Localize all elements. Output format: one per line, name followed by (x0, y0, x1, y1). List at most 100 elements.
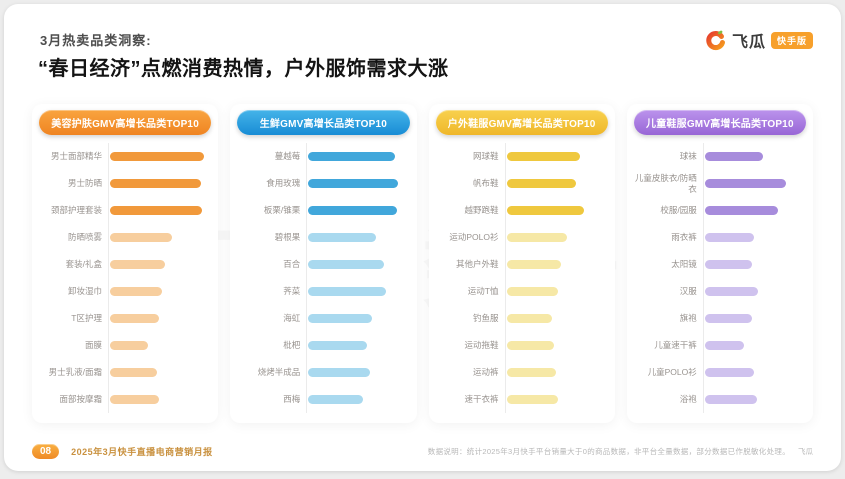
bar (308, 395, 363, 404)
bar-area (108, 197, 208, 224)
bar-label: 运动拖鞋 (464, 340, 499, 351)
bar-label: 儿童皮肤衣/防晒衣 (634, 173, 697, 194)
bar-label: 钓鱼服 (472, 313, 499, 324)
bar-area (702, 332, 803, 359)
bar-area (702, 224, 803, 251)
bar-row: 男士防晒 (36, 170, 208, 197)
bar-area (306, 278, 406, 305)
bar-row: 百合 (234, 251, 406, 278)
bar-label: 其他户外鞋 (455, 259, 499, 270)
bar-row: 钓鱼服 (433, 305, 605, 332)
bar-label: 校服/园服 (660, 205, 697, 216)
bar-label: 枇杷 (283, 340, 301, 351)
bar-row: 运动裤 (433, 359, 605, 386)
bar-area (108, 143, 208, 170)
bar-area (108, 251, 208, 278)
bar-row: 碧根果 (234, 224, 406, 251)
category-panel-3: 户外鞋服GMV高增长品类TOP10 网球鞋 帆布鞋 越野跑鞋 运动POLO衫 其他户外鞋运… (428, 104, 615, 423)
bar-area (504, 251, 605, 278)
bar-label: 速干衣裤 (464, 394, 499, 405)
bar (704, 368, 754, 377)
bar-row: 浴袍 (631, 386, 803, 413)
bar-row: 枇杷 (234, 332, 406, 359)
bar-area (504, 305, 605, 332)
bar-label: 蔓越莓 (274, 151, 301, 162)
bar-label: 儿童POLO衫 (647, 367, 697, 378)
panel-body: 球袜 儿童皮肤衣/防晒衣 校服/园服 雨衣裤 太阳镜 汉服 旗袍 儿童速干裤 儿童POLO衫 浴袍 (631, 135, 809, 415)
bar-area (306, 143, 406, 170)
bar-label: 男士防晒 (67, 178, 102, 189)
bar-row: 烧烤半成品 (234, 359, 406, 386)
bar-row: 汉服 (631, 278, 803, 305)
bar-row: 蔓越莓 (234, 143, 406, 170)
bar-label: 旗袍 (679, 313, 697, 324)
panel-body: 男士面部精华 男士防晒 颈部护理套装 防晒喷雾 套装/礼盒 卸妆湿巾 T区护理 面膜 男士乳液/… (36, 135, 214, 415)
bar-label: 男士面部精华 (50, 151, 102, 162)
bar (704, 179, 786, 188)
bar-row: 颈部护理套装 (36, 197, 208, 224)
panel-body: 蔓越莓食用玫瑰板栗/锥栗碧根果 百合荠菜海虹枇杷烧烤半成品西梅 (234, 135, 412, 415)
category-panel-4: 儿童鞋服GMV高增长品类TOP10 球袜 儿童皮肤衣/防晒衣 校服/园服 雨衣裤 太阳镜汉… (626, 104, 813, 423)
bar-area (306, 305, 406, 332)
bar-label: 儿童速干裤 (654, 340, 697, 351)
panel-title: 生鲜GMV高增长品类TOP10 (237, 110, 410, 135)
bar (110, 287, 162, 296)
panels-grid: 美容护肤GMV高增长品类TOP10 男士面部精华 男士防晒 颈部护理套装 防晒喷雾 套装/… (32, 104, 813, 423)
bar-row: 防晒喷雾 (36, 224, 208, 251)
bar-row: 西梅 (234, 386, 406, 413)
bar-area (702, 143, 803, 170)
panel-title: 美容护肤GMV高增长品类TOP10 (39, 110, 212, 135)
bar-label: 板栗/锥栗 (263, 205, 301, 216)
bar-area (108, 386, 208, 413)
bar (704, 233, 754, 242)
bar (506, 287, 559, 296)
bar-row: 旗袍 (631, 305, 803, 332)
bar (506, 152, 580, 161)
bar-area (702, 197, 803, 224)
bar-label: 运动T恤 (467, 286, 499, 297)
bar-label: 运动裤 (472, 367, 499, 378)
bar (308, 287, 386, 296)
bar (704, 206, 779, 215)
bar-area (108, 332, 208, 359)
bar-area (702, 305, 803, 332)
bar (308, 233, 377, 242)
bar-label: 汉服 (679, 286, 697, 297)
footer: 08 2025年3月快手直播电商营销月报 数据说明：统计2025年3月快手平台销… (32, 444, 813, 459)
brand-name: 飞瓜 (731, 34, 766, 51)
bar-area (306, 170, 406, 197)
bar-row: 板栗/锥栗 (234, 197, 406, 224)
bar-area (504, 386, 605, 413)
bar (308, 368, 370, 377)
bar-label: 网球鞋 (472, 151, 499, 162)
bar-label: 海虹 (283, 313, 301, 324)
bar-row: 儿童POLO衫 (631, 359, 803, 386)
bar-label: 烧烤半成品 (257, 367, 301, 378)
bar (308, 314, 373, 323)
bar-area (702, 278, 803, 305)
bar (110, 206, 203, 215)
bar-area (702, 359, 803, 386)
bar (704, 152, 764, 161)
bar (704, 287, 758, 296)
bar-area (504, 197, 605, 224)
bar-row: 运动拖鞋 (433, 332, 605, 359)
bar-row: 面部按摩霜 (36, 386, 208, 413)
brand-badge: 快手版 (770, 31, 813, 49)
bar-row: 太阳镜 (631, 251, 803, 278)
bar (506, 341, 554, 350)
bar-row: 校服/园服 (631, 197, 803, 224)
bar (308, 341, 367, 350)
bar-area (504, 278, 605, 305)
bar-row: 海虹 (234, 305, 406, 332)
data-disclaimer: 数据说明：统计2025年3月快手平台销量大于0的商品数据，非平台全量数据，部分数… (427, 447, 790, 456)
melon-swirl-icon (703, 28, 727, 52)
bar-label: 荠菜 (283, 286, 301, 297)
bar (704, 314, 752, 323)
bar (506, 395, 559, 404)
bar (506, 368, 556, 377)
bar-label: 西梅 (283, 394, 301, 405)
bar-row: 食用玫瑰 (234, 170, 406, 197)
bar-area (702, 170, 803, 197)
bar-area (702, 386, 803, 413)
